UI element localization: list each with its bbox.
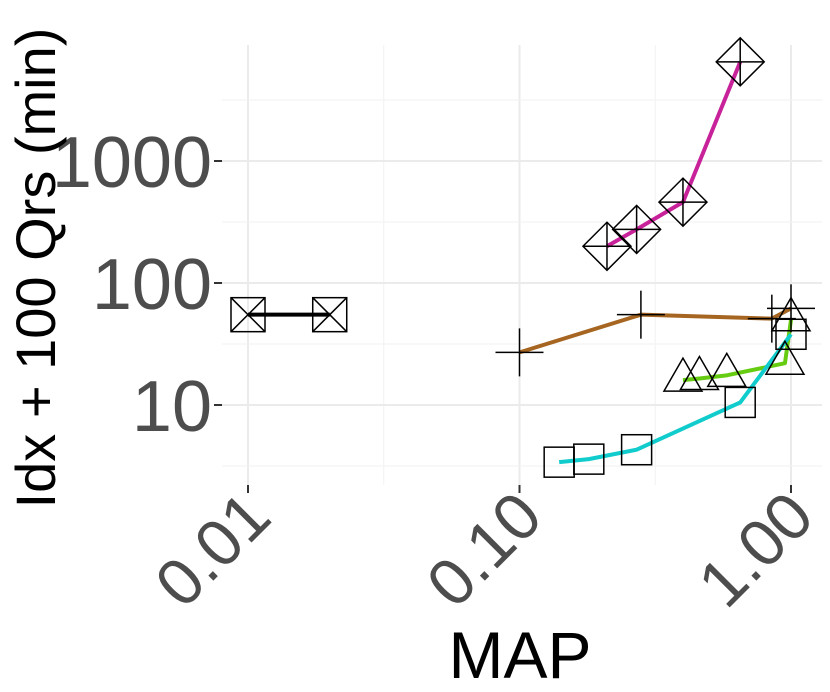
series-markers (230, 36, 815, 478)
data-point (764, 339, 806, 375)
y-tick-label: 1000 (52, 123, 212, 203)
grid (222, 45, 822, 485)
data-point (311, 296, 348, 333)
data-point (679, 354, 720, 391)
data-point (662, 356, 704, 392)
data-point (573, 443, 605, 475)
data-point (620, 433, 653, 466)
y-tick-label: 10 (132, 367, 212, 447)
x-axis-title: MAP (448, 618, 591, 692)
data-point (611, 204, 662, 255)
data-point (495, 328, 544, 377)
data-point (767, 284, 815, 333)
y-axis-ticks: 10 100 1000 (52, 123, 222, 447)
series-line-3 (605, 61, 743, 249)
series-line-5 (558, 333, 793, 465)
y-tick-label: 100 (92, 245, 212, 325)
data-point (657, 177, 709, 228)
data-point (775, 318, 807, 351)
data-point (616, 290, 665, 339)
x-axis-ticks: 0.01 0.10 1.00 (141, 478, 827, 621)
data-point (770, 296, 812, 332)
x-tick-label: 1.00 (684, 478, 827, 621)
data-point (581, 221, 633, 272)
data-point (715, 36, 766, 87)
x-tick-label: 0.10 (412, 478, 555, 621)
data-point (230, 296, 266, 333)
data-point (706, 351, 748, 388)
y-axis-title: Idx + 100 Qrs (min) (4, 28, 67, 509)
x-tick-label: 0.01 (141, 478, 284, 621)
data-point (724, 386, 756, 419)
